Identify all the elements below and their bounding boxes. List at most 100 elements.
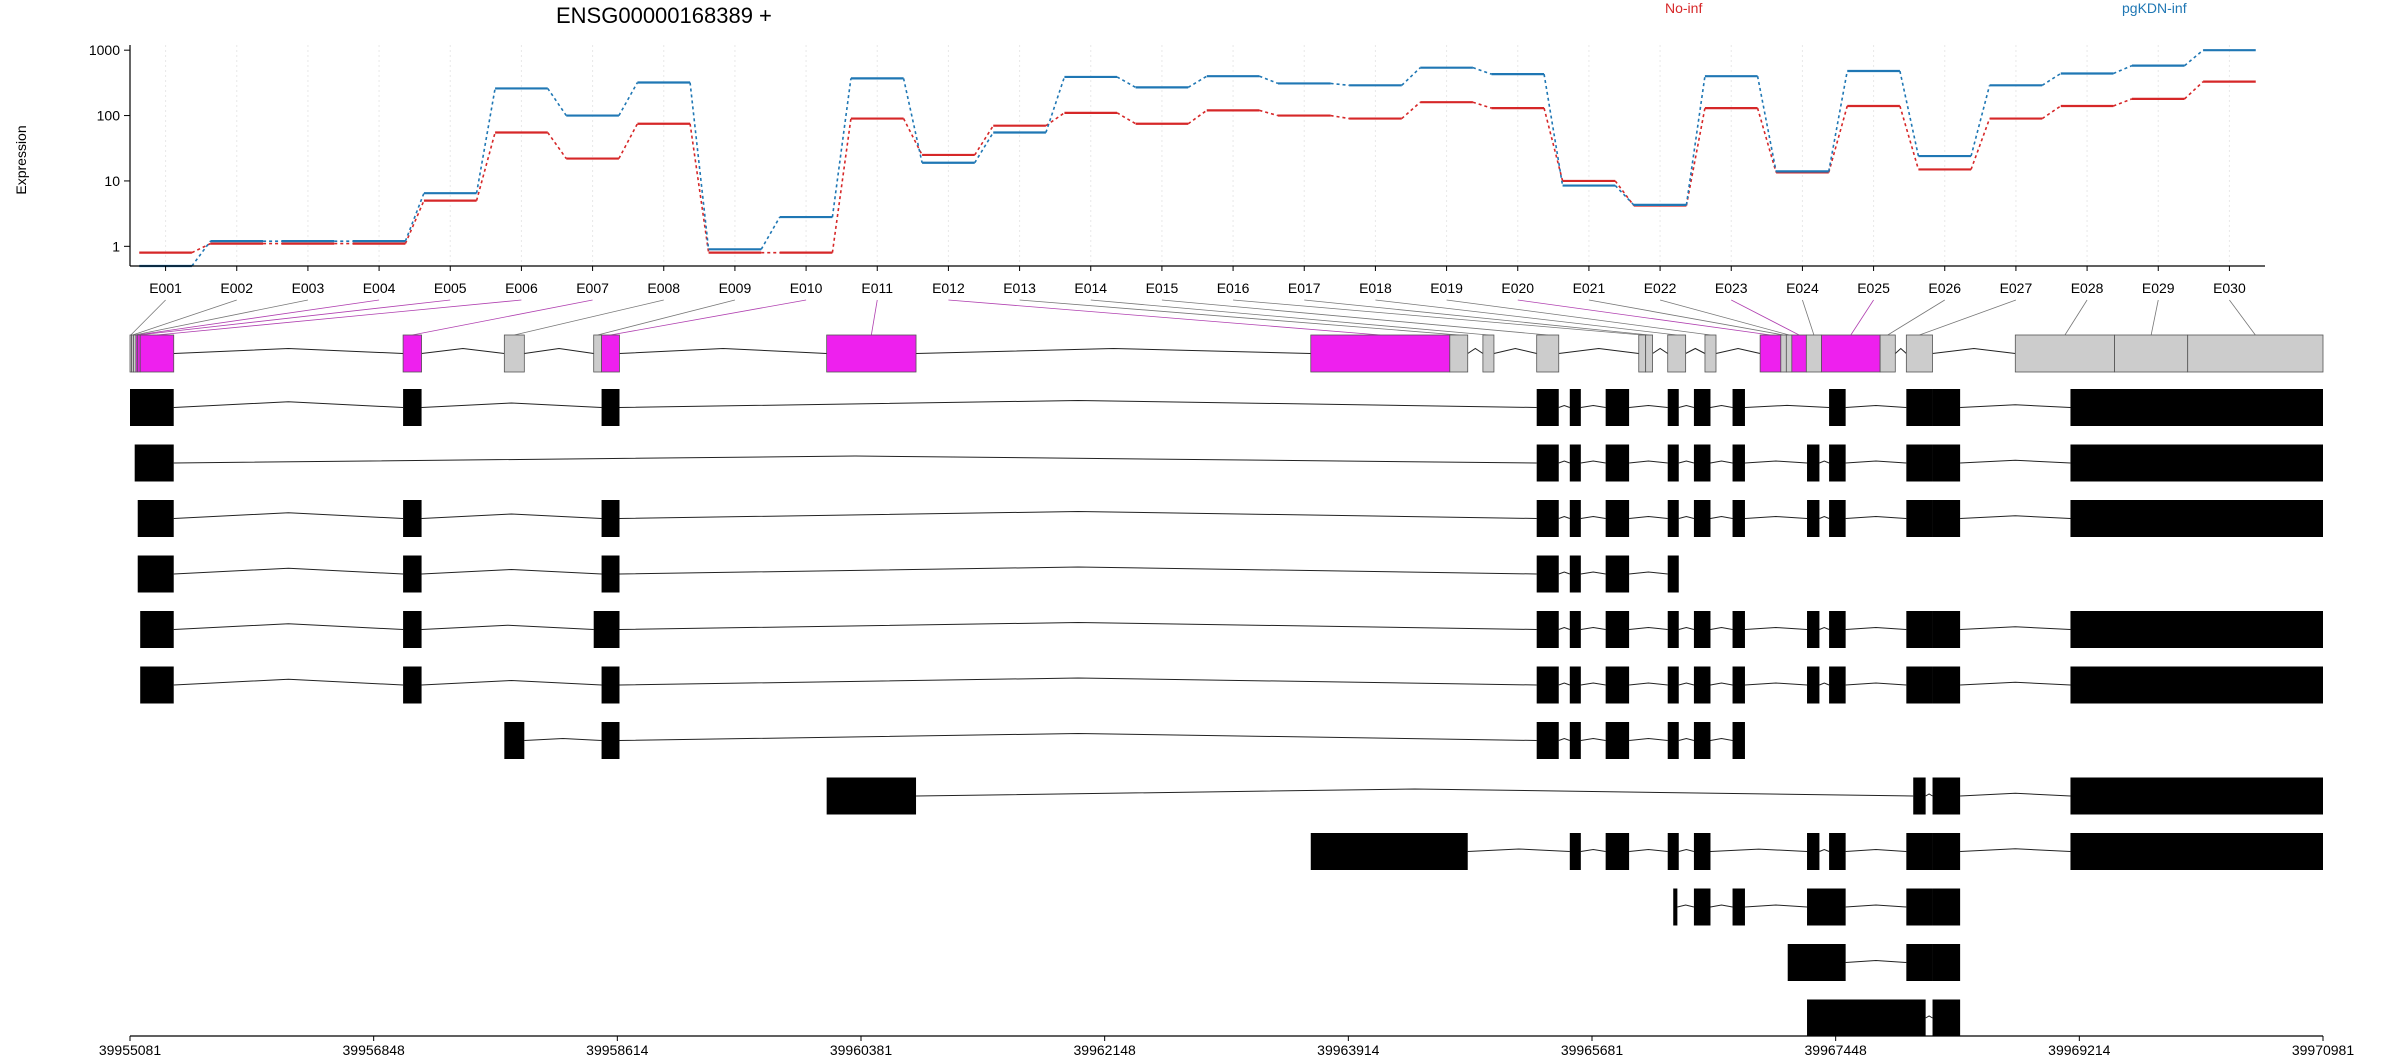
exon-link-E027 — [1919, 299, 2017, 336]
transcript-exon — [1693, 500, 1711, 537]
expression-connector — [974, 132, 994, 164]
model-intron — [916, 347, 1311, 354]
transcript-exon — [1667, 389, 1679, 426]
transcript-exon — [1536, 611, 1559, 648]
transcript-1 — [130, 389, 2323, 426]
transcript-intron — [1678, 682, 1695, 686]
legend-no-inf: No-inf — [1665, 0, 1702, 16]
transcript-exon — [1673, 888, 1678, 926]
exon-tick-label: E015 — [1146, 280, 1179, 296]
exon-link-E014 — [1090, 299, 1489, 336]
exon-bin-E014 — [1482, 334, 1495, 373]
expression-connector — [2113, 64, 2133, 75]
transcript-exon — [1807, 500, 1820, 537]
transcript-intron — [1744, 460, 1808, 464]
expression-connector — [1116, 76, 1136, 89]
exon-axis: E001 E002 E003 E004 E005 E006 E007 E008 E009 E010… — [130, 265, 2265, 296]
transcript-exon — [2070, 389, 2323, 426]
transcript-8 — [826, 777, 2323, 815]
transcript-exon — [1932, 999, 1961, 1037]
exon-link-E028 — [2064, 299, 2088, 336]
exon-link-E001 — [130, 299, 166, 336]
transcript-intron — [1960, 848, 2071, 852]
expression-connector — [2184, 81, 2204, 100]
transcript-intron — [421, 513, 602, 519]
exon-bin-E022 — [1785, 334, 1793, 373]
model-intron — [1685, 347, 1706, 354]
expression-connector — [1259, 109, 1279, 117]
transcript-exon — [1693, 611, 1711, 648]
transcript-exon — [137, 555, 174, 593]
exon-link-E016 — [1233, 299, 1643, 336]
exon-link-E024 — [1802, 299, 1815, 336]
transcript-intron — [619, 732, 1537, 741]
exon-tick-label: E004 — [363, 280, 396, 296]
transcript-exon — [504, 722, 525, 759]
exon-link-E020 — [1517, 299, 1771, 336]
transcript-intron — [1960, 792, 2071, 797]
exon-tick-label: E020 — [1501, 280, 1534, 296]
transcript-exon — [1667, 722, 1679, 759]
transcript-intron — [1677, 904, 1695, 908]
exon-bin-E010 — [601, 334, 620, 373]
exon-tick-label: E025 — [1857, 280, 1890, 296]
transcript-2 — [134, 444, 2323, 482]
exon-link-E009 — [597, 299, 736, 336]
transcript-intron — [1580, 515, 1606, 519]
transcript-intron — [1580, 682, 1606, 686]
transcript-exon — [1310, 833, 1468, 870]
genomic-coordinate-axis: 39955081 39956848 39958614 39960381 39962148… — [99, 1035, 2354, 1058]
exon-tick-label: E023 — [1715, 280, 1748, 296]
exon-tick-label: E002 — [220, 280, 253, 296]
transcript-exon — [1906, 444, 1933, 482]
transcript-intron — [619, 399, 1537, 408]
transcript-exon — [1605, 722, 1630, 759]
exon-bin-E008 — [503, 334, 525, 373]
exon-tick-label: E019 — [1430, 280, 1463, 296]
exon-bin-E013 — [1449, 334, 1469, 373]
exon-bin-E011 — [826, 334, 917, 373]
exon-bin-E012 — [1310, 334, 1451, 373]
transcript-exon — [1667, 555, 1679, 593]
transcript-intron — [1960, 404, 2071, 408]
exon-link-E026 — [1887, 299, 1945, 336]
transcript-exon — [1906, 500, 1933, 537]
chart-title: ENSG00000168389 + — [556, 3, 772, 28]
exon-bin-E030 — [2187, 334, 2324, 373]
expression-connector — [1187, 109, 1208, 125]
series-no-inf — [139, 80, 2256, 254]
transcript-exon — [593, 611, 620, 648]
expression-connector — [618, 82, 639, 116]
expression-connector — [1401, 67, 1421, 86]
transcript-exon — [1569, 444, 1581, 482]
exon-bin-E016 — [1638, 334, 1647, 373]
transcript-intron — [1629, 737, 1668, 741]
expression-connector — [1899, 105, 1920, 170]
model-intron — [1467, 347, 1484, 354]
transcript-exon — [1569, 555, 1581, 593]
transcript-exon — [1807, 611, 1820, 648]
model-intron — [1493, 347, 1537, 354]
transcript-intron — [1558, 737, 1570, 741]
model-intron — [173, 347, 404, 354]
transcript-exon — [1906, 389, 1933, 426]
transcript-intron — [1629, 515, 1668, 519]
exon-tick-label: E017 — [1288, 280, 1321, 296]
expression-connector — [2113, 98, 2133, 107]
transcript-intron — [1845, 959, 1907, 963]
transcript-intron — [1710, 682, 1733, 686]
transcript-exon — [1536, 666, 1559, 704]
transcript-exon — [1807, 444, 1820, 482]
transcript-intron — [421, 402, 602, 408]
transcript-exon — [403, 555, 422, 593]
transcript-intron — [1678, 848, 1695, 852]
transcript-intron — [1819, 682, 1830, 686]
transcript-intron — [1629, 626, 1668, 630]
expression-connector — [1259, 75, 1279, 85]
exon-tick-label: E026 — [1928, 280, 1961, 296]
exon-bin-E027 — [1905, 334, 1933, 373]
exon-bin-E015 — [1536, 334, 1560, 373]
transcript-intron — [1558, 460, 1570, 464]
transcript-intron — [1845, 515, 1907, 519]
transcript-exon — [601, 555, 620, 593]
